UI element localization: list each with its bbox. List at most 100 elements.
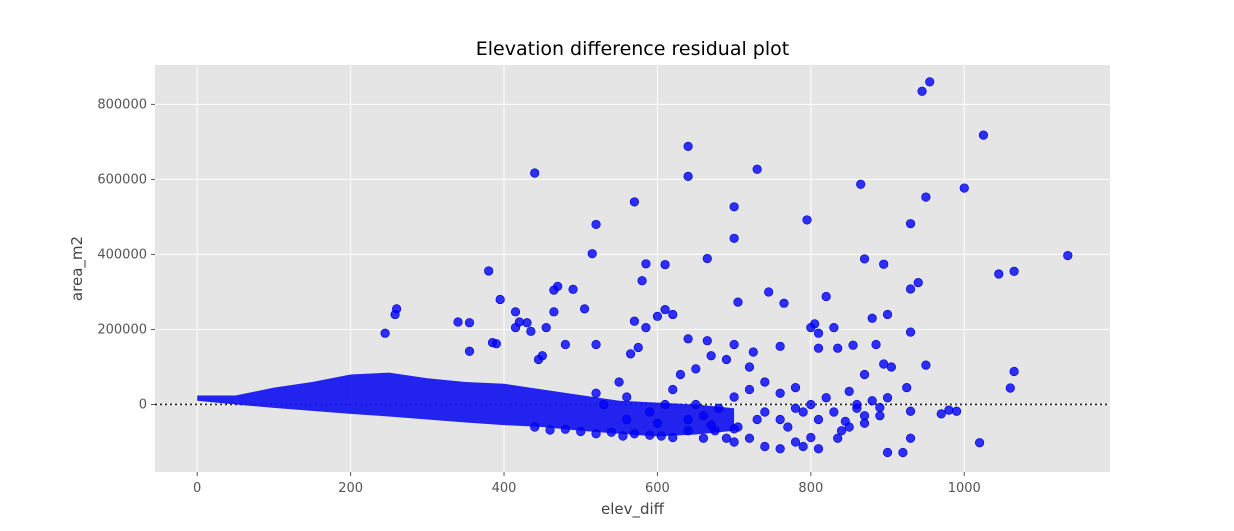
data-point	[733, 297, 743, 307]
dense-point-band	[197, 372, 735, 437]
data-point	[579, 304, 590, 314]
data-point	[744, 362, 755, 372]
data-point	[886, 362, 896, 372]
data-point	[829, 322, 839, 333]
x-axis-label: elev_diff	[601, 500, 665, 519]
data-point	[813, 328, 824, 338]
scatter-points	[380, 77, 1073, 458]
data-point	[714, 403, 724, 413]
data-point	[810, 319, 820, 329]
data-point	[683, 334, 693, 344]
data-point	[549, 307, 559, 317]
data-point	[464, 346, 475, 356]
data-point	[844, 386, 854, 396]
x-tick-label: 800	[798, 481, 823, 496]
data-point	[752, 414, 762, 425]
data-point	[495, 294, 505, 305]
data-point	[591, 339, 601, 350]
data-point	[905, 433, 916, 443]
data-point	[1009, 266, 1019, 276]
data-point	[1063, 250, 1073, 261]
data-point	[802, 215, 812, 225]
data-point	[744, 433, 755, 443]
data-point	[652, 311, 663, 321]
data-point	[691, 399, 701, 410]
y-tick-label: 200000	[97, 322, 147, 337]
data-point	[453, 317, 463, 327]
data-point	[530, 168, 540, 178]
data-point	[813, 414, 824, 425]
data-point	[683, 171, 693, 182]
data-point	[380, 328, 390, 338]
data-point	[591, 388, 601, 398]
data-point	[944, 405, 954, 415]
data-point	[882, 447, 893, 458]
data-point	[668, 384, 678, 395]
data-point	[790, 437, 801, 447]
data-point	[775, 388, 785, 398]
data-point	[618, 431, 628, 441]
data-point	[721, 433, 732, 443]
data-point	[645, 407, 655, 417]
data-point	[905, 219, 916, 229]
data-point	[779, 298, 789, 308]
data-point	[783, 422, 793, 432]
data-point	[729, 424, 739, 434]
data-point	[917, 86, 927, 96]
data-point	[641, 322, 651, 333]
data-point	[702, 336, 712, 346]
data-point	[764, 287, 774, 297]
data-point	[637, 276, 647, 286]
data-point	[484, 266, 494, 276]
data-point	[606, 427, 617, 437]
data-point	[683, 426, 693, 436]
data-point	[641, 259, 651, 269]
data-point	[721, 354, 732, 365]
data-point	[656, 431, 666, 441]
x-tick-label: 1000	[948, 481, 981, 496]
data-point	[729, 392, 739, 402]
data-point	[775, 444, 785, 454]
data-point	[1009, 366, 1019, 377]
data-point	[744, 384, 755, 395]
data-point	[591, 429, 601, 439]
data-point	[905, 284, 916, 294]
data-point	[852, 399, 862, 410]
data-point	[798, 441, 808, 452]
data-point	[591, 219, 601, 230]
data-point	[1005, 383, 1015, 393]
data-point	[775, 414, 785, 425]
data-point	[729, 437, 739, 447]
data-point	[821, 393, 831, 403]
data-point	[856, 179, 866, 189]
data-point	[806, 432, 816, 443]
data-point	[760, 441, 770, 452]
data-point	[833, 433, 843, 443]
data-point	[614, 377, 624, 387]
y-tick-label: 0	[139, 397, 147, 412]
x-tick-label: 200	[338, 481, 363, 496]
data-point	[994, 269, 1004, 279]
data-point	[629, 429, 640, 439]
data-point	[921, 360, 931, 370]
data-point	[491, 339, 501, 349]
data-point	[821, 291, 831, 302]
data-point	[622, 392, 632, 402]
data-point	[882, 309, 893, 320]
data-point	[882, 393, 893, 403]
data-point	[629, 316, 640, 326]
data-point	[760, 407, 770, 417]
data-point	[813, 343, 824, 353]
data-point	[875, 402, 885, 413]
data-point	[951, 406, 962, 416]
data-point	[541, 322, 551, 333]
data-point	[660, 259, 670, 270]
data-point	[905, 327, 916, 337]
data-point	[668, 309, 678, 320]
data-point	[599, 399, 609, 410]
data-point	[867, 313, 877, 323]
dense-region	[197, 372, 735, 437]
data-point	[905, 406, 916, 416]
y-tick-label: 800000	[97, 97, 147, 112]
data-point	[813, 444, 824, 454]
